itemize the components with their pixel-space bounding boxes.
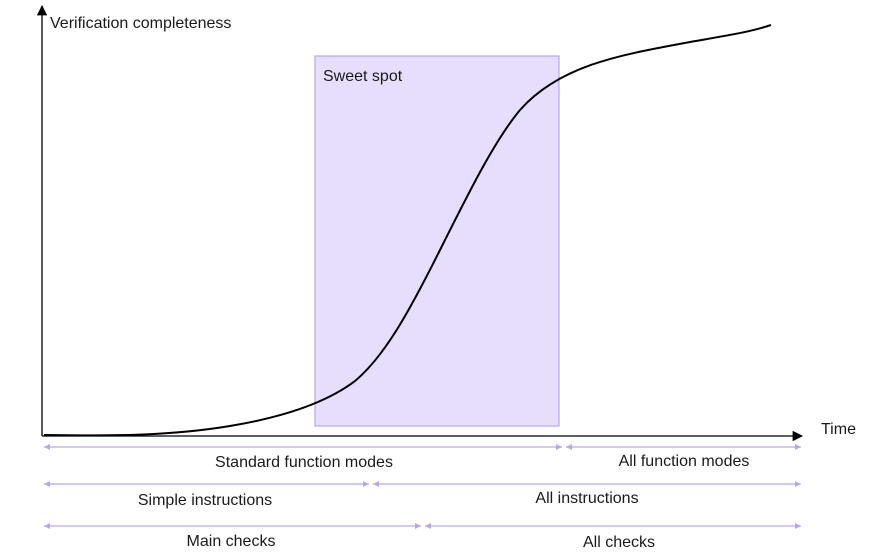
range-arrow-right: [363, 481, 369, 487]
range-row-checks: Main checks All checks: [44, 523, 801, 551]
y-axis-label: Verification completeness: [50, 15, 231, 32]
range-arrow-right: [795, 523, 801, 529]
completeness-curve: [43, 24, 772, 437]
range-arrow-left: [44, 444, 50, 450]
label-all-checks: All checks: [583, 534, 655, 549]
range-arrow-right: [795, 481, 801, 487]
range-arrow-left: [44, 481, 50, 487]
range-arrow-left: [44, 523, 50, 529]
sweet-spot-label: Sweet spot: [323, 68, 403, 85]
range-arrow-left: [425, 523, 431, 529]
range-row-function-modes: Standard function modes All function mod…: [44, 444, 801, 471]
range-row-instructions: Simple instructions All instructions: [44, 481, 801, 509]
label-all-function-modes: All function modes: [619, 453, 750, 470]
x-axis-label: Time: [821, 421, 856, 438]
range-arrow-left: [373, 481, 379, 487]
range-arrow-right: [795, 444, 801, 450]
label-main-checks: Main checks: [187, 533, 276, 549]
range-arrow-left: [566, 444, 572, 450]
label-all-instructions: All instructions: [535, 490, 638, 507]
label-simple-instructions: Simple instructions: [138, 492, 272, 509]
range-arrow-right: [415, 523, 421, 529]
range-arrow-right: [556, 444, 562, 450]
sweet-spot-region: [314, 55, 560, 427]
label-standard-function-modes: Standard function modes: [215, 454, 393, 471]
